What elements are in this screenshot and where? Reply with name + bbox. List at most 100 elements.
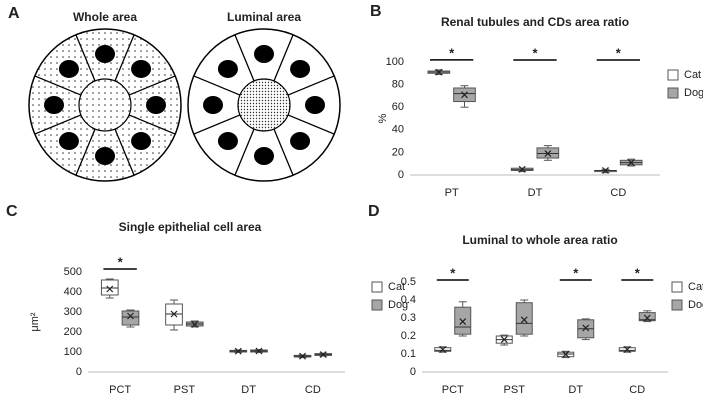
mean-marker (106, 285, 114, 293)
nucleus (203, 96, 223, 114)
mean-marker (623, 346, 631, 353)
mean-marker (319, 351, 327, 359)
mean-marker (191, 320, 199, 328)
significance: * (616, 45, 622, 60)
spoke (234, 34, 255, 82)
legend-label: Dog (388, 299, 408, 311)
legend-label: Dog (688, 299, 703, 311)
box (515, 302, 533, 335)
nucleus (254, 147, 274, 165)
significance: * (635, 265, 641, 280)
lumen (78, 78, 132, 132)
mean-marker (602, 167, 609, 174)
spoke (273, 34, 294, 82)
y-tick-label: 100 (386, 56, 404, 68)
y-tick-label: 300 (64, 306, 82, 318)
y-tick-label: 80 (392, 79, 404, 91)
mean-marker (435, 68, 443, 76)
x-tick-label: PCT (442, 384, 464, 396)
box (121, 310, 140, 326)
spoke (234, 128, 255, 176)
mean-marker (500, 336, 508, 344)
y-tick-label: 200 (64, 326, 82, 338)
panel-label: B (370, 3, 382, 20)
y-tick-label: 0.4 (401, 294, 416, 306)
nucleus (217, 132, 238, 151)
nucleus (95, 147, 115, 165)
legend-label: Cat (688, 281, 703, 293)
y-tick-label: 400 (64, 286, 82, 298)
spoke (114, 34, 135, 82)
legend-label: Dog (684, 87, 703, 99)
x-tick-label: PST (174, 384, 196, 396)
spoke (287, 114, 335, 135)
significance: * (532, 45, 538, 60)
y-axis-label: % (377, 113, 389, 123)
x-tick-label: CD (305, 384, 321, 396)
mean-marker (520, 316, 528, 324)
nucleus (305, 96, 325, 114)
x-tick-label: CD (629, 384, 645, 396)
significance: * (449, 45, 455, 60)
mean-marker (643, 314, 651, 322)
nucleus (58, 59, 79, 78)
spoke (273, 128, 294, 176)
nucleus (254, 45, 274, 63)
y-tick-label: 0.1 (401, 348, 416, 360)
x-tick-label: CD (610, 187, 626, 199)
nucleus (217, 59, 238, 78)
spoke (287, 75, 335, 96)
mean-marker (518, 165, 526, 173)
mean-marker (234, 347, 242, 355)
legend-swatch (371, 281, 383, 293)
y-tick-label: 0.5 (401, 276, 416, 288)
mean-marker (459, 318, 467, 326)
legend-swatch (667, 69, 679, 81)
mean-marker (461, 91, 468, 99)
mean-marker (582, 324, 590, 332)
spoke (193, 114, 241, 135)
spoke (75, 34, 96, 82)
chart-title: Luminal to whole area ratio (462, 233, 617, 247)
y-tick-label: 0 (410, 366, 416, 378)
spoke (128, 75, 176, 96)
diagram-title: Luminal area (227, 10, 301, 24)
y-tick-label: 60 (392, 101, 404, 113)
y-tick-label: 100 (64, 346, 82, 358)
spoke (128, 114, 176, 135)
spoke (75, 128, 96, 176)
chart-title: Single epithelial cell area (119, 220, 262, 234)
mean-marker (562, 350, 570, 358)
x-tick-label: PCT (109, 384, 131, 396)
spoke (34, 75, 82, 96)
spoke (34, 114, 82, 135)
significance: * (450, 265, 456, 280)
chart-title: Renal tubules and CDs area ratio (441, 15, 629, 29)
box (454, 306, 472, 335)
y-axis-label: μm² (29, 312, 41, 332)
mean-marker (627, 159, 635, 166)
legend-swatch (371, 299, 383, 311)
y-tick-label: 20 (392, 146, 404, 158)
nucleus (131, 132, 152, 151)
panel-label: A (8, 5, 20, 22)
nucleus (131, 59, 152, 78)
y-tick-label: 0 (76, 366, 82, 378)
mean-marker (544, 150, 552, 157)
x-tick-label: DT (528, 187, 543, 199)
mean-marker (127, 312, 134, 320)
mean-marker (255, 347, 263, 355)
spoke (114, 128, 135, 176)
mean-marker (299, 352, 306, 360)
legend-swatch (671, 281, 683, 293)
panel-label: C (6, 203, 18, 220)
legend-swatch (671, 299, 683, 311)
panel-label: D (368, 203, 380, 220)
legend-swatch (667, 87, 679, 99)
y-tick-label: 40 (392, 124, 404, 136)
y-tick-label: 0.3 (401, 312, 416, 324)
spoke (193, 75, 241, 96)
legend-label: Cat (684, 69, 701, 81)
significance: * (573, 265, 579, 280)
y-tick-label: 0.2 (401, 330, 416, 342)
